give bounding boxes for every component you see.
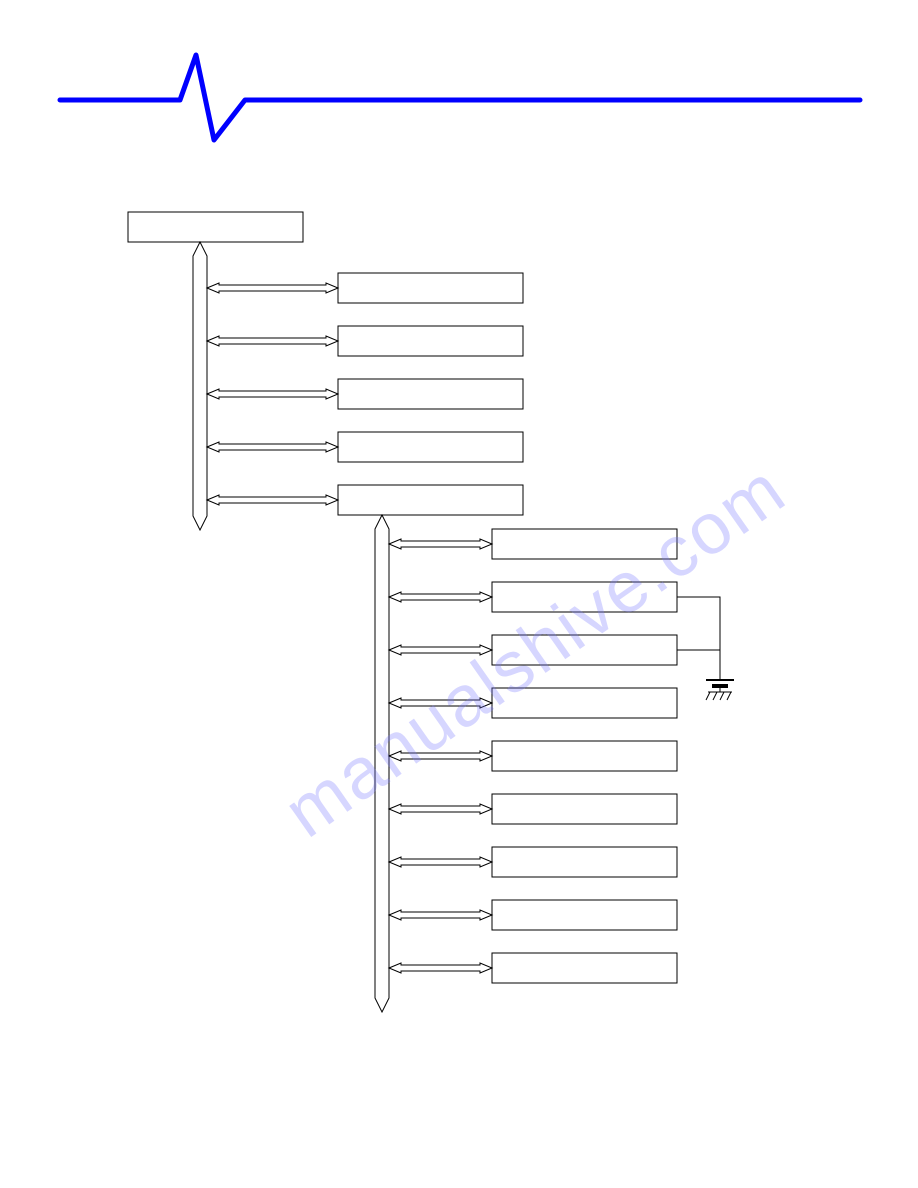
right-block-6 (492, 847, 677, 877)
right-bus-arrow-8 (389, 963, 492, 973)
right-block-7 (492, 900, 677, 930)
right-bus-arrow-4 (389, 751, 492, 761)
left-block-2 (338, 379, 523, 409)
right-block-4 (492, 741, 677, 771)
top-block (128, 212, 303, 242)
left-block-3 (338, 432, 523, 462)
right-block-8 (492, 953, 677, 983)
left-bus-arrow-1 (207, 336, 338, 346)
diagram-canvas (0, 0, 918, 1188)
right-bus-arrow-7 (389, 910, 492, 920)
left-bus-arrow-4 (207, 495, 338, 505)
left-bus-arrow-2 (207, 389, 338, 399)
left-bus-arrow-3 (207, 442, 338, 452)
right-block-2 (492, 635, 677, 665)
right-bus-arrow-6 (389, 857, 492, 867)
battery-wire (677, 597, 720, 650)
right-block-5 (492, 794, 677, 824)
left-block-0 (338, 273, 523, 303)
right-bus-arrow-1 (389, 592, 492, 602)
right-block-1 (492, 582, 677, 612)
ground-hatch-2 (720, 692, 724, 700)
left-bus (193, 242, 207, 530)
ground-hatch-0 (706, 692, 710, 700)
ground-hatch-1 (713, 692, 717, 700)
left-block-4 (338, 485, 523, 515)
right-block-3 (492, 688, 677, 718)
right-bus-arrow-0 (389, 539, 492, 549)
right-block-0 (492, 529, 677, 559)
ground-hatch-3 (727, 692, 731, 700)
left-block-1 (338, 326, 523, 356)
right-bus-arrow-2 (389, 645, 492, 655)
right-bus-arrow-5 (389, 804, 492, 814)
header-pulse-line (60, 55, 860, 140)
right-bus-arrow-3 (389, 698, 492, 708)
left-bus-arrow-0 (207, 283, 338, 293)
right-bus (375, 515, 389, 1012)
